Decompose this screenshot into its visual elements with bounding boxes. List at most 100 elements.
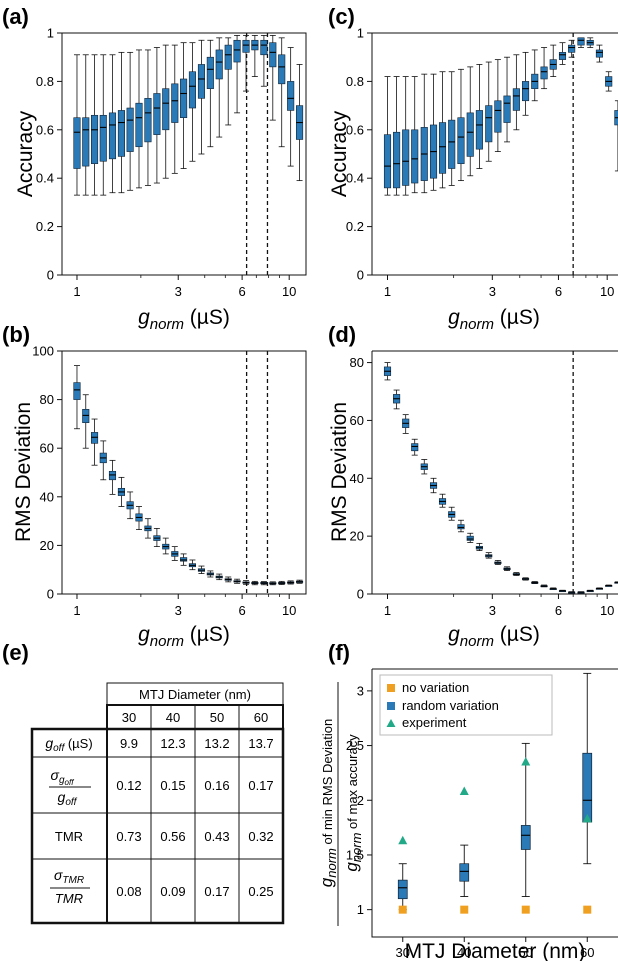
box-iqr	[411, 443, 419, 452]
box-iqr	[269, 42, 277, 68]
legend-label-no-variation: no variation	[402, 680, 469, 695]
legend-marker-random-variation	[387, 702, 395, 710]
box-random-variation	[459, 863, 470, 882]
box-iqr	[197, 64, 206, 99]
table-column-header: 40	[166, 710, 180, 725]
panel-d-rms-chart: 0 20 40 60 80 1 3 6 10 RMS Deviation gnorm (µS)	[328, 350, 618, 650]
svg-text:σgoff: σgoff	[51, 767, 75, 787]
plot-frame	[371, 668, 618, 938]
box-iqr	[278, 54, 286, 85]
box-iqr	[466, 535, 474, 541]
box-iqr	[135, 102, 143, 148]
table-header: MTJ Diameter (nm)	[139, 687, 251, 702]
plot-area	[73, 351, 304, 594]
box-iqr	[260, 39, 268, 56]
box-iqr	[215, 49, 223, 80]
table-cell: 0.17	[204, 884, 229, 899]
y-axis-label: RMS Deviation	[12, 402, 35, 542]
box-iqr	[99, 114, 107, 162]
table-cell: 13.2	[204, 736, 229, 751]
table-cell: 0.12	[116, 778, 141, 793]
y-axis-label: gnorm of min RMS Deviation gnorm of max …	[317, 682, 364, 926]
table-cell: 0.25	[248, 884, 273, 899]
box-iqr	[438, 122, 447, 174]
box-iqr	[180, 78, 188, 119]
box-iqr	[188, 71, 196, 109]
plot-area	[397, 672, 593, 914]
box-iqr	[144, 98, 152, 143]
box-iqr	[233, 39, 241, 63]
x-tick-label: 30	[396, 945, 410, 960]
y-tick-label: 1	[357, 902, 364, 917]
box-iqr	[393, 131, 401, 189]
y-tick-label: 0.2	[346, 219, 364, 234]
y-tick-label: 20	[40, 538, 54, 553]
table-cell: 0.15	[160, 778, 185, 793]
axis-ticks: 0 20 40 60 80 1 3 6 10	[350, 355, 615, 618]
legend-marker-no-variation	[387, 684, 395, 692]
point-experiment	[521, 756, 531, 766]
x-tick-label: 40	[457, 945, 471, 960]
table-values: 9.9 12.3 13.2 13.7 0.12 0.15 0.16 0.17 0.73 0.56 0…	[116, 736, 273, 899]
table-cell: 0.73	[116, 829, 141, 844]
box-iqr	[485, 105, 493, 143]
box-iqr	[82, 409, 90, 423]
table-column-header: 50	[210, 710, 224, 725]
y-tick-label: 1.5	[346, 847, 364, 862]
svg-text:TMR: TMR	[55, 891, 83, 906]
legend-label-experiment: experiment	[402, 715, 467, 730]
x-tick-label: 6	[555, 603, 562, 618]
plot-frame	[61, 32, 307, 276]
box-iqr	[108, 470, 117, 481]
point-experiment	[398, 835, 408, 845]
table-cell: 0.43	[204, 829, 229, 844]
y-axis-label: Accuracy	[328, 110, 351, 197]
table-column-headers: 30 40 50 60	[122, 710, 268, 725]
svg-text:σTMR: σTMR	[54, 867, 84, 886]
panel-label-d: (d)	[328, 322, 356, 347]
y-axis-label: Accuracy	[14, 110, 37, 197]
box-iqr	[595, 49, 603, 58]
y-tick-label: 2	[357, 793, 364, 808]
y-axis-label: RMS Deviation	[328, 402, 351, 542]
x-tick-label: 3	[175, 284, 182, 299]
y-tick-label: 60	[350, 413, 364, 428]
y-tick-label: 100	[32, 344, 54, 359]
box-iqr	[287, 81, 295, 111]
box-iqr	[448, 119, 456, 169]
y-tick-label: 0.4	[36, 171, 54, 186]
panel-label-f: (f)	[328, 640, 350, 665]
box-iqr	[126, 107, 134, 152]
y-axis-label-numerator: gnorm of min RMS Deviation	[317, 719, 339, 887]
legend-box	[379, 674, 553, 736]
x-axis-label: gnorm (µS)	[138, 306, 230, 333]
box-iqr	[180, 557, 188, 562]
x-tick-label: 6	[555, 284, 562, 299]
y-tick-label: 0.2	[36, 219, 54, 234]
y-tick-label: 0.6	[346, 122, 364, 137]
legend: no variation random variation experiment	[379, 674, 553, 736]
box-iqr	[466, 112, 474, 157]
box-iqr	[82, 117, 90, 167]
plot-area	[383, 351, 618, 594]
x-axis-label: gnorm (µS)	[448, 306, 540, 333]
x-tick-label: 10	[600, 603, 614, 618]
y-tick-label: 80	[350, 355, 364, 370]
y-tick-label: 1	[357, 26, 364, 41]
x-tick-label: 1	[73, 284, 80, 299]
table-column-header: 30	[122, 710, 136, 725]
plot-area	[383, 33, 618, 275]
x-axis-label: gnorm (µS)	[448, 623, 540, 650]
panel-label-a: (a)	[2, 4, 29, 29]
axis-ticks: 0 0.2 0.4 0.6 0.8 1 1 3 6 10	[346, 26, 615, 300]
box-iqr	[224, 44, 232, 70]
svg-text:goff: goff	[58, 789, 78, 808]
y-tick-label: 80	[40, 392, 54, 407]
box-iqr	[457, 117, 465, 164]
box-iqr	[171, 83, 179, 123]
panel-label-c: (c)	[328, 4, 355, 29]
box-iqr	[512, 88, 520, 111]
panel-label-b: (b)	[2, 322, 30, 347]
panel-a-accuracy-chart: 0 0.2 0.4 0.6 0.8 1 1 3 6 10 Accuracy gnorm (µS)	[14, 26, 307, 333]
panel-b-rms-chart: 0 20 40 60 80 100 1 3 6 10 RMS Deviation gnorm (µ…	[12, 344, 307, 650]
